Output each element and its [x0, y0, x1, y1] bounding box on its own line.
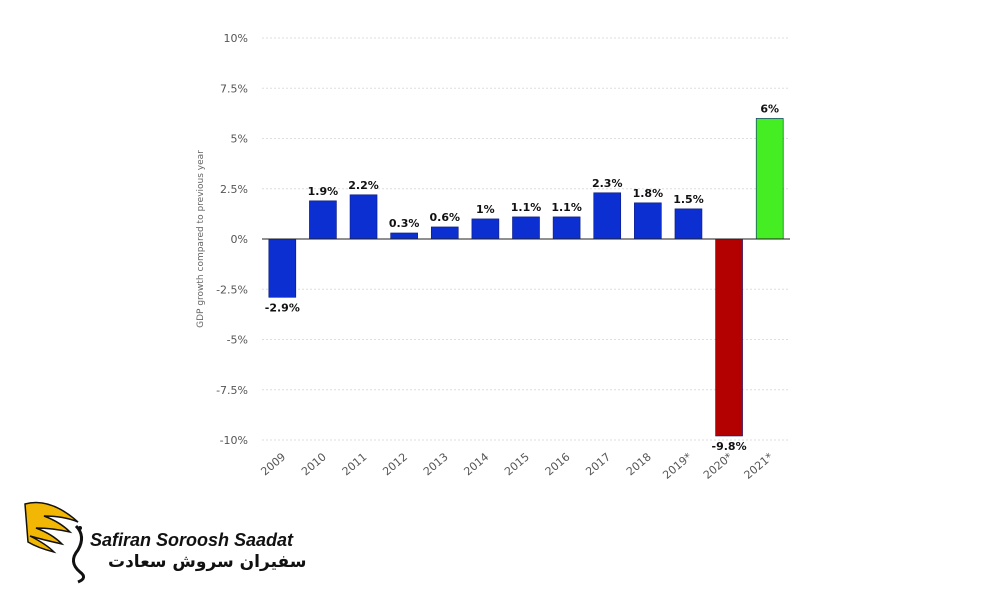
bar-2019	[674, 208, 703, 240]
y-tick-label: -5%	[227, 334, 248, 347]
data-label: 1.1%	[551, 201, 582, 214]
bar-2012	[390, 232, 418, 240]
x-tick-label: 2010	[299, 450, 329, 478]
data-label: 1.5%	[673, 193, 704, 206]
x-tick-label: 2019*	[660, 450, 694, 482]
y-tick-label: -10%	[220, 434, 248, 447]
data-labels: -2.9% 1.9% 2.2% 0.3% 0.6% 1% 1.1% 1.1% 2.3% 1.8% 1…	[265, 102, 779, 453]
data-label: 2.2%	[348, 179, 379, 192]
x-tick-label: 2013	[421, 450, 451, 478]
bar-2016	[552, 216, 581, 240]
bar-2013	[430, 226, 459, 240]
y-axis-ticks: 10% 7.5% 5% 2.5% 0% -2.5% -5% -7.5% -10%	[216, 32, 248, 447]
data-label: 0.3%	[389, 217, 420, 230]
bar-2018	[634, 202, 662, 240]
x-tick-label: 2012	[380, 450, 410, 478]
y-tick-label: -7.5%	[216, 384, 248, 397]
x-tick-label: 2021*	[742, 450, 776, 482]
x-axis-ticks: 2009 2010 2011 2012 2013 2014 2015 2016 2017 2018…	[258, 450, 776, 482]
data-label: -9.8%	[712, 440, 747, 453]
data-label: 2.3%	[592, 177, 623, 190]
data-label: 1.8%	[633, 187, 664, 200]
x-tick-label: 2014	[462, 450, 492, 478]
brand-logo: Safiran Soroosh Saadat سفیران سروش سعادت	[20, 492, 310, 584]
x-tick-label: 2011	[340, 450, 370, 478]
y-tick-label: -2.5%	[216, 283, 248, 296]
data-label: 1.9%	[308, 185, 339, 198]
bar-2009	[268, 238, 297, 298]
x-tick-label: 2016	[543, 450, 573, 478]
y-tick-label: 5%	[231, 133, 248, 146]
brand-name-en: Safiran Soroosh Saadat	[90, 530, 294, 550]
bar-2014	[471, 218, 500, 240]
bar-2017	[593, 192, 622, 240]
bar-2021	[755, 118, 784, 240]
bar-2015	[512, 216, 540, 240]
y-tick-label: 0%	[231, 233, 248, 246]
x-tick-label: 2015	[502, 450, 532, 478]
x-tick-label: 2017	[583, 450, 613, 478]
x-tick-label: 2020*	[701, 450, 735, 482]
data-label: 0.6%	[430, 211, 461, 224]
x-tick-label: 2009	[258, 450, 288, 478]
y-tick-label: 10%	[224, 32, 248, 45]
bars	[268, 118, 784, 437]
bar-2020	[715, 238, 743, 437]
y-axis-label: GDP growth compared to previous year	[196, 150, 206, 328]
data-label: 1.1%	[511, 201, 542, 214]
y-tick-label: 2.5%	[220, 183, 248, 196]
data-label: 1%	[476, 203, 495, 216]
bird-wing-logo-icon	[24, 501, 85, 584]
bar-2010	[309, 200, 337, 240]
data-label: -2.9%	[265, 301, 300, 314]
brand-name-fa: سفیران سروش سعادت	[108, 552, 307, 572]
x-tick-label: 2018	[624, 450, 654, 478]
bar-2011	[349, 194, 378, 240]
data-label: 6%	[760, 102, 779, 115]
y-tick-label: 7.5%	[220, 82, 248, 95]
